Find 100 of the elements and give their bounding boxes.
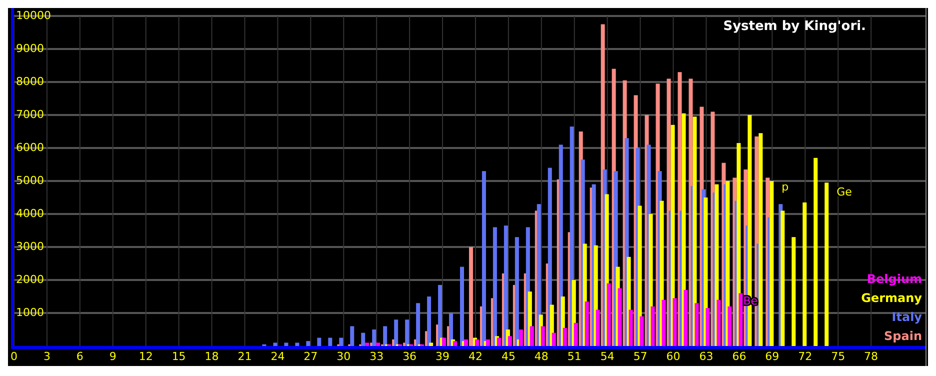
y-tick-label: 9000 — [16, 42, 44, 56]
bar — [504, 226, 508, 346]
bar — [728, 306, 732, 346]
bar — [317, 338, 322, 346]
bar — [339, 338, 344, 346]
y-tick-label: 3000 — [16, 240, 44, 254]
x-tick-label: 21 — [238, 350, 252, 363]
bar — [460, 266, 464, 346]
bar — [628, 310, 633, 346]
bar — [449, 313, 454, 346]
bar — [716, 300, 721, 346]
bar — [295, 342, 300, 346]
bar — [372, 330, 376, 346]
bar — [284, 342, 288, 346]
bar — [650, 306, 655, 346]
bar — [662, 300, 666, 346]
bar — [492, 227, 497, 346]
x-tick-label: 66 — [732, 350, 746, 363]
bar — [273, 342, 278, 346]
bar — [482, 171, 486, 346]
bar — [692, 116, 697, 346]
text: Belgium — [866, 272, 922, 286]
x-tick-label: 72 — [798, 350, 812, 363]
bar — [361, 332, 366, 346]
text: Germany — [861, 291, 922, 305]
x-tick-label: 12 — [138, 350, 153, 363]
bar — [328, 338, 332, 346]
bar — [694, 303, 699, 346]
bar — [540, 326, 545, 346]
bar — [618, 288, 622, 346]
x-tick-label: 42 — [468, 350, 482, 363]
bar — [606, 283, 611, 346]
bar — [792, 237, 796, 346]
x-tick-label: 57 — [633, 350, 648, 363]
x-tick-label: 45 — [501, 350, 516, 363]
y-tick-label: 7000 — [16, 108, 44, 122]
bar — [770, 181, 774, 346]
x-tick-label: 63 — [699, 350, 714, 363]
x-tick-label: 3 — [43, 350, 50, 363]
bar — [416, 303, 420, 346]
x-tick-label: 33 — [370, 350, 384, 363]
bar — [350, 326, 354, 346]
x-tick-label: 36 — [402, 350, 417, 363]
bar — [376, 342, 380, 346]
bar — [780, 210, 785, 346]
annotation: p — [782, 180, 789, 194]
bar — [640, 316, 644, 346]
y-tick-label: 6000 — [16, 141, 44, 154]
x-tick-label: 51 — [567, 350, 582, 363]
x-tick-label: 24 — [270, 350, 285, 363]
bar — [552, 332, 556, 346]
bar — [405, 320, 410, 346]
bar — [758, 133, 763, 346]
bar — [518, 330, 523, 346]
x-tick-label: 0 — [10, 350, 18, 363]
x-tick-label: 15 — [172, 350, 186, 363]
x-tick-label: 9 — [109, 350, 116, 363]
bar — [738, 293, 743, 346]
bar — [464, 339, 468, 346]
bar — [814, 158, 818, 346]
bar — [468, 247, 473, 346]
bar — [684, 290, 688, 346]
x-tick-label: 60 — [666, 350, 680, 363]
bar — [574, 322, 578, 346]
bar — [672, 298, 677, 346]
y-tick-label: 10000 — [16, 9, 51, 22]
bar — [596, 310, 600, 346]
bar — [508, 336, 512, 346]
bar — [306, 341, 310, 346]
y-tick-label: 5000 — [16, 174, 44, 188]
x-tick-label: 27 — [304, 350, 318, 363]
bar — [584, 301, 589, 346]
x-tick-label: 18 — [204, 350, 219, 363]
x-tick-label: 6 — [76, 350, 84, 363]
x-tick-label: 69 — [765, 350, 780, 363]
x-tick-label: 54 — [600, 350, 614, 363]
bar — [394, 320, 398, 346]
bar — [438, 284, 442, 346]
x-tick-label: 78 — [864, 350, 878, 363]
bar — [824, 182, 829, 346]
bar — [562, 328, 567, 346]
bar — [427, 296, 432, 346]
x-tick-label: 30 — [336, 350, 351, 363]
y-tick-label: 4000 — [16, 207, 44, 220]
x-tick-label: 48 — [534, 350, 548, 363]
y-tick-label: 1000 — [16, 306, 44, 320]
annotation: Ge — [836, 186, 852, 199]
bar — [429, 342, 434, 346]
annotation: System by King'ori. — [723, 19, 866, 34]
bar — [530, 326, 534, 346]
text: Spain — [884, 329, 922, 343]
x-tick-label: 39 — [436, 350, 450, 363]
bar — [514, 237, 519, 346]
y-tick-label: 8000 — [16, 75, 44, 88]
x-tick-label: 75 — [831, 350, 846, 363]
bar — [365, 342, 370, 346]
bar — [802, 202, 807, 346]
y-tick-label: 2000 — [16, 273, 44, 286]
text: Italy — [892, 310, 922, 324]
bar — [706, 308, 710, 346]
